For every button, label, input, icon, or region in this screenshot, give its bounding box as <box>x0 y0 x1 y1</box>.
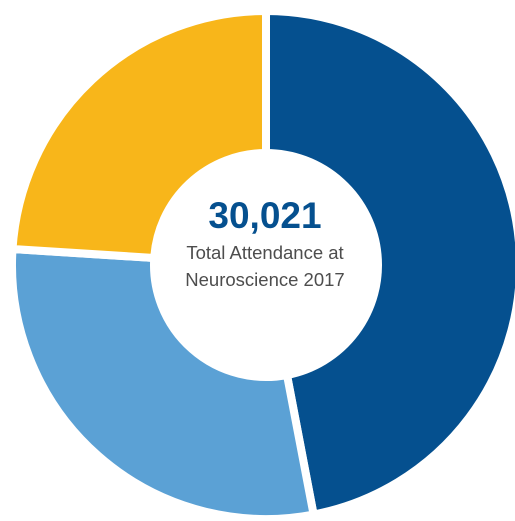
donut-slice-1 <box>262 6 515 520</box>
donut-center-label: 30,021 Total Attendance at Neuroscience … <box>150 196 380 293</box>
caption-line-2: Neuroscience 2017 <box>185 269 345 290</box>
total-attendance-caption: Total Attendance at Neuroscience 2017 <box>150 239 380 293</box>
caption-line-1: Total Attendance at <box>186 242 344 263</box>
donut-slices <box>8 6 515 521</box>
donut-slice-2 <box>8 244 319 521</box>
total-attendance-value: 30,021 <box>208 195 322 236</box>
donut-slice-3 <box>8 6 270 263</box>
